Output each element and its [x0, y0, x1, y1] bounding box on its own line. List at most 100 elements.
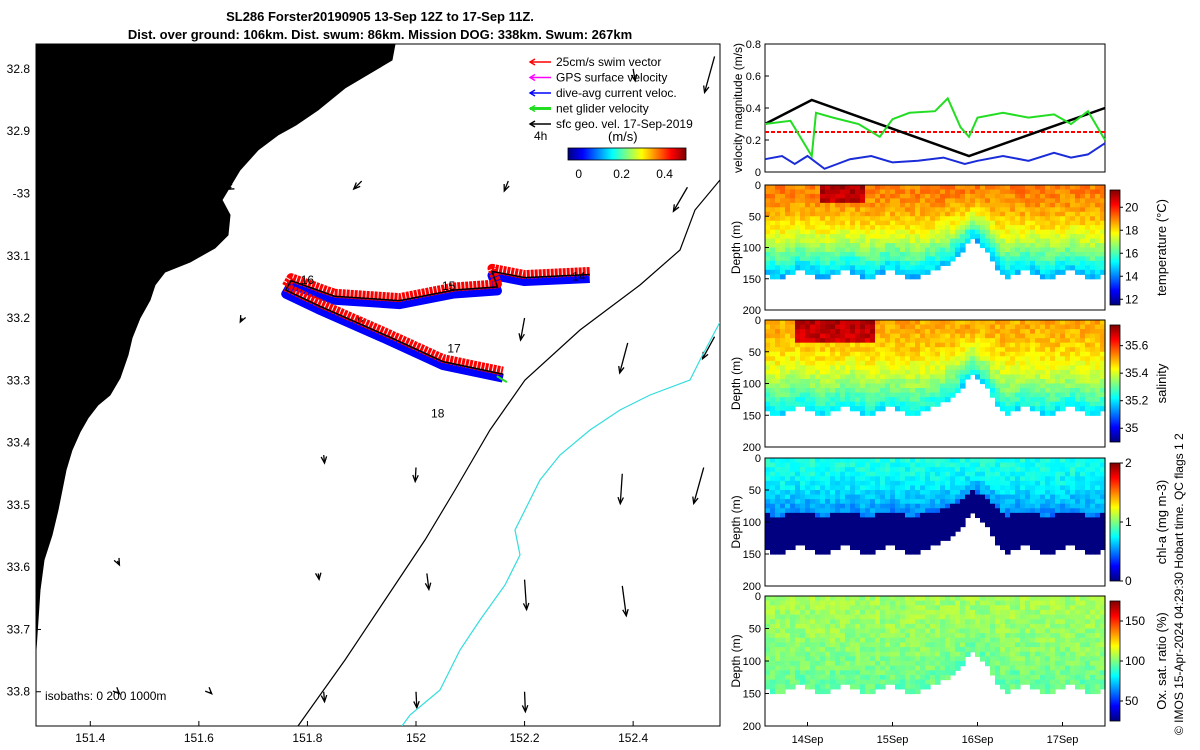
section-cell: [845, 647, 851, 653]
section-cell: [1035, 369, 1041, 376]
section-cell: [815, 688, 821, 695]
section-cell: [820, 467, 826, 473]
section-cell: [855, 229, 861, 235]
section-cell: [860, 549, 866, 555]
section-cell: [990, 198, 996, 204]
section-cell: [825, 596, 831, 602]
section-cell: [855, 458, 861, 464]
section-cell: [875, 526, 881, 532]
section-cell: [1050, 220, 1056, 226]
section-cell: [975, 198, 981, 204]
section-cell: [935, 531, 941, 537]
section-cell: [865, 642, 871, 648]
section-cell: [790, 656, 796, 662]
section-cell: [1085, 369, 1091, 376]
section-cell: [810, 485, 816, 491]
section-cell: [895, 225, 901, 231]
section-cell: [860, 684, 866, 690]
section-cell: [975, 207, 981, 213]
section-cell: [915, 216, 921, 222]
section-cell: [1035, 193, 1041, 199]
section-cell: [955, 211, 961, 217]
colorbar-tick-label: 0: [1125, 574, 1132, 588]
section-cell: [810, 338, 816, 344]
section-cell: [900, 211, 906, 217]
section-cell: [770, 260, 776, 266]
section-cell: [1005, 260, 1011, 266]
section-cell: [1000, 220, 1006, 226]
section-cell: [765, 392, 771, 398]
section-cell: [785, 216, 791, 222]
section-cell: [805, 661, 811, 667]
section-cell: [1010, 499, 1016, 505]
section-cell: [910, 467, 916, 473]
section-cell: [790, 406, 796, 412]
section-cell: [850, 243, 856, 249]
geo-velocity-arrow: [703, 56, 716, 95]
section-cell: [820, 274, 826, 280]
section-column: [930, 185, 936, 271]
section-cell: [850, 540, 856, 546]
section-cell: [775, 458, 781, 464]
section-cell: [780, 494, 786, 500]
section-cell: [820, 688, 826, 695]
section-cell: [895, 508, 901, 514]
section-cell: [905, 365, 911, 371]
section-cell: [985, 320, 991, 326]
section-cell: [1065, 512, 1071, 519]
section-cell: [925, 216, 931, 222]
section-column: [790, 458, 796, 551]
section-cell: [1030, 324, 1036, 330]
section-cell: [870, 243, 876, 249]
section-cell: [870, 665, 876, 671]
section-cell: [940, 202, 946, 208]
section-cell: [840, 347, 846, 353]
section-cell: [885, 605, 891, 611]
section-cell: [880, 238, 886, 244]
section-cell: [805, 522, 811, 528]
section-cell: [960, 499, 966, 505]
section-cell: [920, 211, 926, 217]
section-cell: [805, 202, 811, 208]
section-cell: [775, 540, 781, 546]
section-cell: [940, 320, 946, 326]
section-cell: [900, 656, 906, 662]
section-cell: [910, 225, 916, 231]
section-cell: [925, 256, 931, 262]
section-cell: [775, 320, 781, 326]
section-cell: [960, 329, 966, 335]
section-cell: [1045, 269, 1051, 275]
section-cell: [825, 512, 831, 519]
map-x-tick-label: 152: [406, 731, 426, 745]
section-cell: [1060, 374, 1066, 380]
velocity-y-tick-label: 0.8: [746, 39, 761, 51]
section-cell: [810, 665, 816, 671]
section-cell: [1100, 238, 1106, 244]
section-cell: [865, 220, 871, 226]
section-cell: [1000, 512, 1006, 519]
section-cell: [870, 324, 876, 330]
section-cell: [945, 476, 951, 482]
section-cell: [950, 220, 956, 226]
section-cell: [1055, 269, 1061, 275]
section-cell: [1060, 185, 1066, 191]
section-cell: [870, 238, 876, 244]
section-cell: [1050, 320, 1056, 326]
section-cell: [1025, 471, 1031, 477]
section-cell: [1035, 347, 1041, 353]
section-cell: [1060, 535, 1066, 541]
section-cell: [795, 238, 801, 244]
section-cell: [1080, 512, 1086, 519]
section-cell: [1025, 401, 1031, 407]
section-cell: [815, 674, 821, 681]
section-cell: [825, 234, 831, 240]
section-cell: [1010, 198, 1016, 204]
section-cell: [800, 216, 806, 222]
section-cell: [815, 247, 821, 253]
section-cell: [1030, 383, 1036, 389]
section-cell: [820, 642, 826, 648]
section-cell: [785, 494, 791, 500]
section-cell: [1090, 324, 1096, 330]
section-cell: [915, 269, 921, 275]
